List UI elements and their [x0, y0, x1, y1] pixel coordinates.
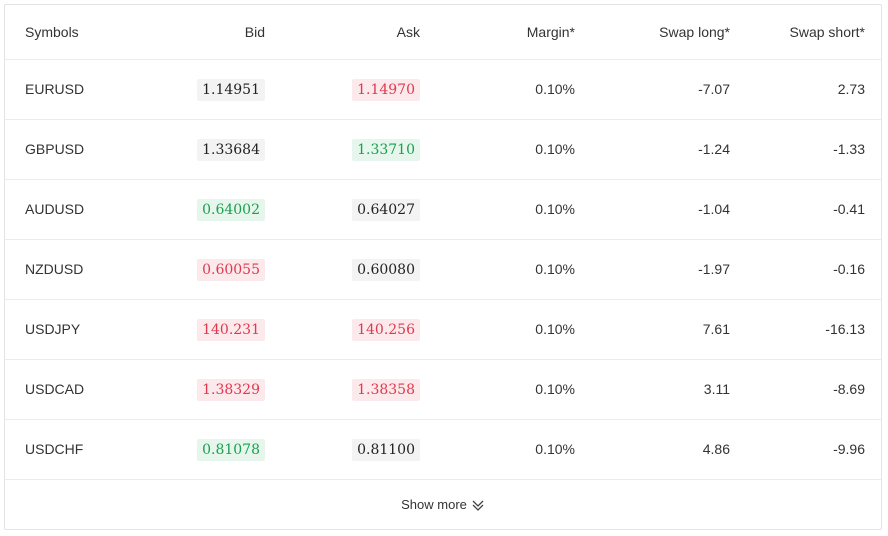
margin-cell: 0.10% — [535, 81, 575, 97]
header-margin: Margin* — [526, 24, 575, 40]
bid-cell: 0.64002 — [197, 180, 265, 239]
ask-price: 0.64027 — [352, 199, 420, 221]
table-row[interactable]: EURUSD 1.14951 1.14970 0.10% -7.07 2.73 — [5, 60, 881, 120]
swap-long-cell: -1.04 — [698, 201, 730, 217]
swap-short-cell: -9.96 — [833, 441, 865, 457]
swap-long-cell: 4.86 — [702, 441, 730, 457]
double-chevron-down-icon — [472, 500, 484, 511]
header-symbols: Symbols — [25, 24, 79, 40]
ask-cell: 1.33710 — [352, 120, 420, 179]
symbol-cell: NZDUSD — [25, 261, 84, 277]
bid-cell: 140.231 — [197, 300, 265, 359]
bid-price: 1.14951 — [197, 79, 265, 101]
swap-long-cell: 3.11 — [703, 381, 730, 397]
swap-long-cell: -7.07 — [698, 81, 730, 97]
ask-cell: 0.60080 — [352, 240, 420, 299]
margin-cell: 0.10% — [535, 441, 575, 457]
header-swap-short: Swap short* — [789, 24, 865, 40]
ask-price: 0.81100 — [352, 439, 420, 461]
table-row[interactable]: NZDUSD 0.60055 0.60080 0.10% -1.97 -0.16 — [5, 240, 881, 300]
bid-price: 0.64002 — [197, 199, 265, 221]
bid-cell: 0.81078 — [197, 420, 265, 479]
table-row[interactable]: USDCAD 1.38329 1.38358 0.10% 3.11 -8.69 — [5, 360, 881, 420]
swap-short-cell: -16.13 — [825, 321, 865, 337]
bid-cell: 1.33684 — [197, 120, 265, 179]
symbol-cell: USDCAD — [25, 381, 85, 397]
bid-cell: 0.60055 — [197, 240, 265, 299]
ask-cell: 0.81100 — [352, 420, 420, 479]
ask-cell: 0.64027 — [352, 180, 420, 239]
margin-cell: 0.10% — [535, 261, 575, 277]
table-row[interactable]: AUDUSD 0.64002 0.64027 0.10% -1.04 -0.41 — [5, 180, 881, 240]
margin-cell: 0.10% — [535, 201, 575, 217]
table-row[interactable]: USDJPY 140.231 140.256 0.10% 7.61 -16.13 — [5, 300, 881, 360]
ask-cell: 140.256 — [352, 300, 420, 359]
swap-short-cell: -1.33 — [833, 141, 865, 157]
bid-price: 1.33684 — [197, 139, 265, 161]
bid-price: 0.60055 — [197, 259, 265, 281]
swap-short-cell: 2.73 — [837, 81, 865, 97]
ask-cell: 1.38358 — [352, 360, 420, 419]
show-more-button[interactable]: Show more — [401, 480, 485, 530]
ask-price: 1.33710 — [352, 139, 420, 161]
ask-price: 0.60080 — [352, 259, 420, 281]
bid-price: 1.38329 — [197, 379, 265, 401]
ask-cell: 1.14970 — [352, 60, 420, 119]
header-ask: Ask — [396, 24, 420, 40]
symbol-cell: EURUSD — [25, 81, 85, 97]
margin-cell: 0.10% — [535, 381, 575, 397]
swap-long-cell: -1.97 — [698, 261, 730, 277]
ask-price: 1.38358 — [352, 379, 420, 401]
margin-cell: 0.10% — [535, 141, 575, 157]
swap-short-cell: -0.41 — [833, 201, 865, 217]
swap-long-cell: 7.61 — [702, 321, 730, 337]
header-swap-long: Swap long* — [659, 24, 730, 40]
table-header-row: Symbols Bid Ask Margin* Swap long* Swap … — [5, 5, 881, 60]
table-row[interactable]: GBPUSD 1.33684 1.33710 0.10% -1.24 -1.33 — [5, 120, 881, 180]
table-row[interactable]: USDCHF 0.81078 0.81100 0.10% 4.86 -9.96 — [5, 420, 881, 480]
header-bid: Bid — [244, 24, 265, 40]
symbol-cell: AUDUSD — [25, 201, 85, 217]
ask-price: 140.256 — [352, 319, 420, 341]
bid-price: 0.81078 — [197, 439, 265, 461]
ask-price: 1.14970 — [352, 79, 420, 101]
symbol-cell: USDJPY — [25, 321, 81, 337]
symbols-table-panel: Symbols Bid Ask Margin* Swap long* Swap … — [4, 4, 882, 530]
swap-short-cell: -8.69 — [833, 381, 865, 397]
margin-cell: 0.10% — [535, 321, 575, 337]
bid-cell: 1.14951 — [197, 60, 265, 119]
bid-cell: 1.38329 — [197, 360, 265, 419]
bid-price: 140.231 — [197, 319, 265, 341]
table-footer: Show more — [5, 480, 881, 530]
show-more-label: Show more — [401, 497, 467, 512]
swap-long-cell: -1.24 — [698, 141, 730, 157]
symbol-cell: USDCHF — [25, 441, 84, 457]
symbol-cell: GBPUSD — [25, 141, 85, 157]
swap-short-cell: -0.16 — [833, 261, 865, 277]
